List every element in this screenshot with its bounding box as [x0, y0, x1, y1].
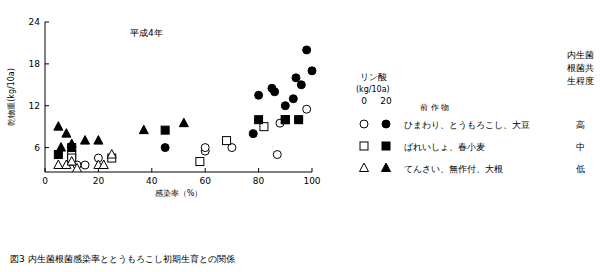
point: [161, 144, 169, 152]
x-tick-label: 0: [42, 176, 48, 186]
point: [255, 91, 263, 99]
x-tick-label: 100: [303, 176, 320, 186]
point: [249, 130, 257, 138]
legend-marker: [360, 142, 368, 150]
point: [273, 151, 281, 159]
legend-marker: [360, 163, 369, 172]
x-tick-label: 60: [199, 176, 211, 186]
x-tick-label: 80: [253, 176, 265, 186]
legend-level-header: 内生菌: [567, 50, 594, 60]
point: [99, 160, 108, 169]
point: [281, 116, 289, 124]
y-tick: [45, 105, 49, 106]
legend-level: 高: [576, 120, 585, 130]
y-tick-label: 18: [29, 59, 41, 69]
point: [67, 139, 76, 148]
y-tick: [45, 22, 49, 23]
points: [54, 46, 316, 172]
point: [271, 88, 279, 96]
x-label: 感染率（%）: [155, 189, 203, 198]
legend-label: てんさい、無作付、大根: [404, 164, 503, 174]
point: [54, 160, 63, 169]
y-tick-label: 6: [34, 143, 40, 153]
point: [289, 95, 297, 103]
point: [297, 81, 305, 89]
x-tick-label: 20: [93, 176, 105, 186]
x-tick: [45, 168, 46, 172]
point: [201, 144, 209, 152]
legend-level: 中: [576, 142, 585, 152]
x-tick: [258, 168, 259, 172]
point: [139, 125, 148, 134]
legend-marker: [382, 142, 390, 150]
point: [281, 102, 289, 110]
legend-marker: [360, 120, 368, 128]
point: [292, 74, 300, 82]
legend-phosphate: 0: [361, 96, 367, 106]
legend-label: ひまわり、とうもろこし、大豆: [404, 120, 530, 130]
y-tick: [45, 147, 49, 148]
point: [303, 105, 311, 113]
y-tick: [45, 63, 49, 64]
x-tick: [151, 168, 152, 172]
point: [94, 136, 103, 145]
legend-crop-header: 前 作 物: [420, 103, 449, 112]
point: [223, 137, 231, 145]
point: [67, 157, 76, 166]
point: [81, 136, 90, 145]
point: [281, 116, 289, 124]
chart: 0 20 40 60 80 100 6 12 18 24 乾物重(kg/10a) 感染率（%） 平成4年…: [0, 0, 612, 272]
x-tick: [312, 168, 313, 172]
point: [295, 116, 303, 124]
y-tick-label: 12: [29, 101, 40, 111]
legend-title: リン酸: [360, 72, 387, 82]
legend-level: 低: [576, 164, 585, 174]
x-tick-label: 40: [146, 176, 158, 186]
legend-marker: [382, 163, 391, 172]
legend-level-header: 生程度: [567, 76, 594, 86]
point: [54, 151, 62, 159]
point: [73, 164, 82, 172]
point: [295, 116, 303, 124]
point: [303, 46, 311, 54]
point: [255, 116, 263, 124]
caption: 図3 内生菌根菌感染率ととうもろこし初期生育との関係: [10, 254, 235, 264]
legend-label: ばれいしょ、春小麦: [404, 142, 485, 152]
point: [54, 122, 63, 131]
point: [179, 118, 188, 127]
point: [107, 150, 116, 159]
y-axis: [45, 22, 46, 172]
y-label: 乾物重(kg/10a): [7, 68, 16, 126]
point: [62, 129, 71, 138]
title: 平成4年: [130, 28, 163, 38]
legend-marker: [382, 120, 390, 128]
point: [308, 67, 316, 75]
point: [161, 126, 169, 134]
legend-phosphate: 20: [380, 96, 392, 106]
legend-unit: (kg/10a): [356, 85, 390, 94]
y-tick-label: 24: [29, 17, 41, 27]
point: [196, 158, 204, 166]
point: [81, 161, 89, 169]
point: [57, 143, 66, 152]
legend-level-header: 根菌共: [567, 63, 594, 73]
x-tick: [205, 168, 206, 172]
x-axis: [45, 172, 312, 173]
